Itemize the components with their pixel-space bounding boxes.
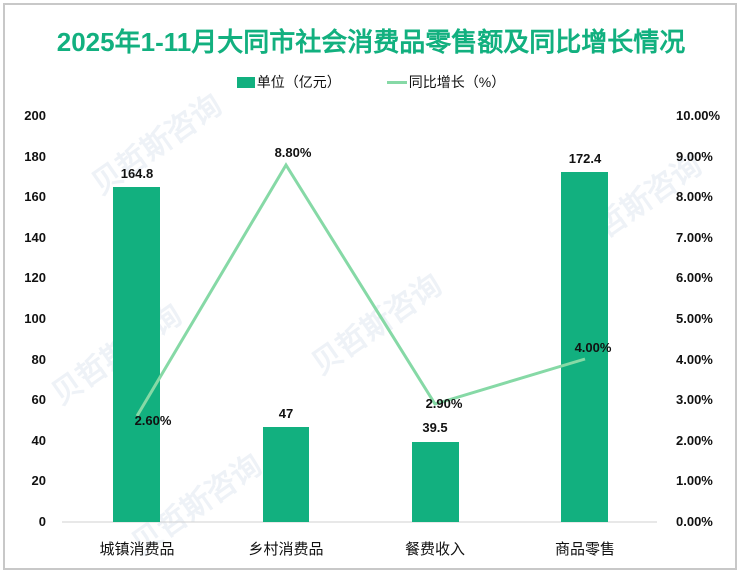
left-axis-tick: 100 xyxy=(24,311,46,326)
left-axis-tick: 0 xyxy=(38,514,46,529)
left-axis-tick: 80 xyxy=(31,352,46,367)
category-label: 餐费收入 xyxy=(404,541,465,558)
left-axis-tick: 160 xyxy=(24,189,46,204)
right-axis-tick: 5.00% xyxy=(676,311,713,326)
bar-label: 164.8 xyxy=(121,166,154,181)
right-axis-tick: 6.00% xyxy=(676,270,713,285)
left-axis-tick: 20 xyxy=(31,473,46,488)
right-axis-tick: 2.00% xyxy=(676,433,713,448)
bar-swatch-icon xyxy=(236,76,255,88)
left-axis-tick: 40 xyxy=(31,433,46,448)
line-label: 8.80% xyxy=(275,145,312,160)
left-axis-tick: 60 xyxy=(31,392,46,407)
right-axis-tick: 9.00% xyxy=(676,149,713,164)
bar-catering[interactable] xyxy=(412,442,459,522)
legend-label: 同比增长（%） xyxy=(408,74,506,90)
left-axis-tick: 120 xyxy=(24,270,46,285)
growth-line[interactable] xyxy=(135,162,586,417)
right-axis-tick: 7.00% xyxy=(676,230,713,245)
right-axis-tick: 1.00% xyxy=(676,473,713,488)
category-label: 商品零售 xyxy=(554,541,615,558)
bar-urban[interactable] xyxy=(113,187,160,522)
right-axis-tick: 8.00% xyxy=(676,189,713,204)
right-axis-tick: 4.00% xyxy=(676,352,713,367)
bar-rural[interactable] xyxy=(263,427,309,522)
bar-label: 172.4 xyxy=(569,151,602,166)
bar-label: 47 xyxy=(279,406,293,421)
line-label: 4.00% xyxy=(575,340,612,355)
right-axis-tick: 10.00% xyxy=(676,108,721,123)
category-label: 乡村消费品 xyxy=(248,541,324,558)
left-axis-tick: 180 xyxy=(24,149,46,164)
left-axis-tick: 140 xyxy=(24,230,46,245)
line-swatch-icon xyxy=(386,80,407,84)
bar-label: 39.5 xyxy=(422,420,447,435)
category-label: 城镇消费品 xyxy=(99,541,175,558)
right-axis-tick: 3.00% xyxy=(676,392,713,407)
bar-retail[interactable] xyxy=(561,172,608,522)
chart-title: 2025年1-11月大同市社会消费品零售额及同比增长情况 xyxy=(56,27,686,57)
legend-item-bar[interactable]: 单位（亿元） xyxy=(236,72,341,92)
legend-item-line[interactable]: 同比增长（%） xyxy=(386,72,506,92)
line-label: 2.90% xyxy=(426,396,463,411)
right-axis-tick: 0.00% xyxy=(676,514,713,529)
legend-label: 单位（亿元） xyxy=(256,74,341,90)
legend: 单位（亿元） 同比增长（%） xyxy=(0,72,742,92)
left-axis-tick: 200 xyxy=(24,108,46,123)
line-label: 2.60% xyxy=(135,413,172,428)
